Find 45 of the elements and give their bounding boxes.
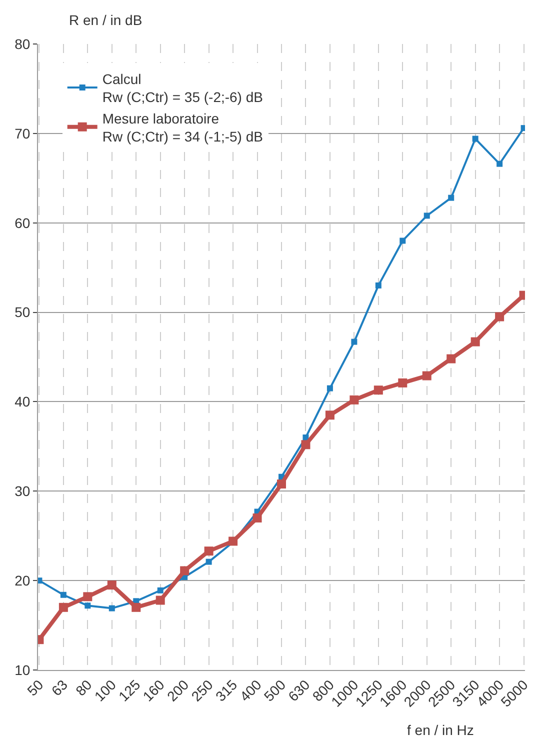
y-tick-label: 40 (14, 394, 30, 410)
point (228, 536, 238, 546)
point (204, 546, 214, 556)
point (446, 354, 456, 364)
y-tick-label: 70 (14, 125, 30, 142)
point (351, 338, 358, 345)
point (301, 440, 310, 450)
point (472, 136, 478, 142)
point (83, 592, 92, 602)
point (422, 371, 432, 380)
point (108, 605, 115, 612)
point (325, 410, 334, 420)
x-tick-label: 63 (48, 676, 71, 699)
y-tick-label: 20 (14, 572, 30, 588)
point (398, 378, 408, 388)
point (326, 385, 333, 392)
point (206, 558, 212, 565)
point (448, 194, 454, 201)
point (60, 592, 66, 598)
point (180, 566, 190, 576)
x-axis-title: f en / in Hz (407, 722, 474, 738)
point (374, 386, 383, 395)
y-tick-label: 10 (14, 662, 30, 678)
y-tick-label: 80 (14, 36, 30, 52)
point (400, 238, 406, 244)
point (375, 282, 382, 288)
point (424, 212, 430, 219)
point (156, 596, 165, 605)
point (84, 602, 91, 609)
y-axis-title: R en / in dB (69, 12, 142, 28)
point (350, 395, 359, 404)
legend-label: Calcul Rw (C;Ctr) = 35 (-2;-6) dB (102, 70, 263, 106)
point (107, 580, 116, 590)
point (277, 479, 286, 488)
point (470, 337, 480, 346)
y-tick-label: 50 (14, 304, 30, 320)
point (495, 312, 504, 322)
legend-label: Mesure laboratoire Rw (C;Ctr) = 34 (-1;-5) dB (102, 110, 263, 144)
point (496, 160, 503, 167)
y-tick-label: 60 (14, 214, 30, 231)
point (252, 513, 262, 522)
point (132, 602, 141, 612)
y-tick-label: 30 (14, 483, 30, 500)
point (157, 587, 164, 594)
point (58, 602, 68, 612)
